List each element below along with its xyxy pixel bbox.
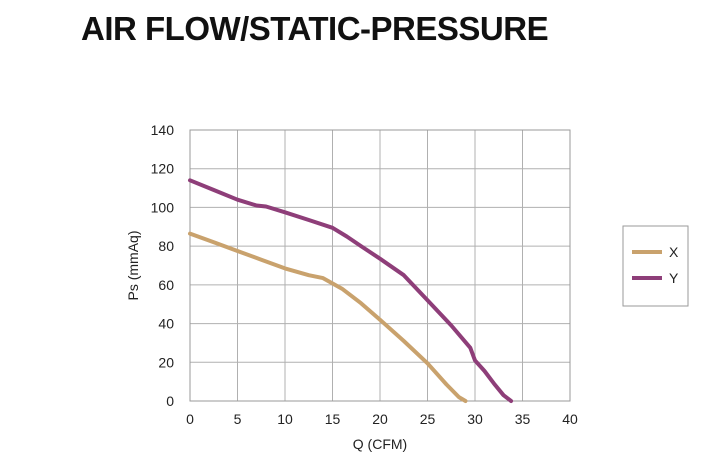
y-tick-label: 80 bbox=[158, 238, 174, 254]
x-tick-label: 25 bbox=[420, 411, 436, 427]
legend: XY bbox=[622, 225, 689, 307]
x-axis-label: Q (CFM) bbox=[353, 436, 407, 452]
legend-box bbox=[622, 225, 689, 307]
y-tick-labels: 0 20 40 60 80 100 120 140 bbox=[151, 122, 175, 409]
x-tick-label: 5 bbox=[234, 411, 242, 427]
x-tick-label: 15 bbox=[325, 411, 341, 427]
legend-label-x: X bbox=[669, 244, 679, 260]
y-tick-label: 20 bbox=[158, 354, 174, 370]
y-axis-label: Ps (mmAq) bbox=[125, 231, 141, 301]
y-tick-label: 120 bbox=[151, 161, 175, 177]
x-tick-label: 20 bbox=[372, 411, 388, 427]
series-line-y bbox=[188, 178, 514, 403]
x-tick-label: 0 bbox=[186, 411, 194, 427]
x-tick-labels: 0 5 10 15 20 25 30 35 40 bbox=[186, 411, 578, 427]
x-tick-label: 30 bbox=[467, 411, 483, 427]
y-tick-label: 0 bbox=[166, 393, 174, 409]
series-line-x bbox=[188, 231, 468, 403]
x-tick-label: 10 bbox=[277, 411, 293, 427]
x-tick-label: 35 bbox=[515, 411, 531, 427]
plot-frame bbox=[189, 129, 571, 402]
y-tick-label: 100 bbox=[151, 199, 175, 215]
y-tick-label: 40 bbox=[158, 316, 174, 332]
y-tick-label: 140 bbox=[151, 122, 175, 138]
chart-grid bbox=[189, 129, 571, 402]
y-tick-label: 60 bbox=[158, 277, 174, 293]
series-lines bbox=[188, 178, 514, 403]
page-title: AIR FLOW/STATIC-PRESSURE bbox=[81, 10, 549, 47]
legend-label-y: Y bbox=[669, 270, 679, 286]
x-tick-label: 40 bbox=[562, 411, 578, 427]
